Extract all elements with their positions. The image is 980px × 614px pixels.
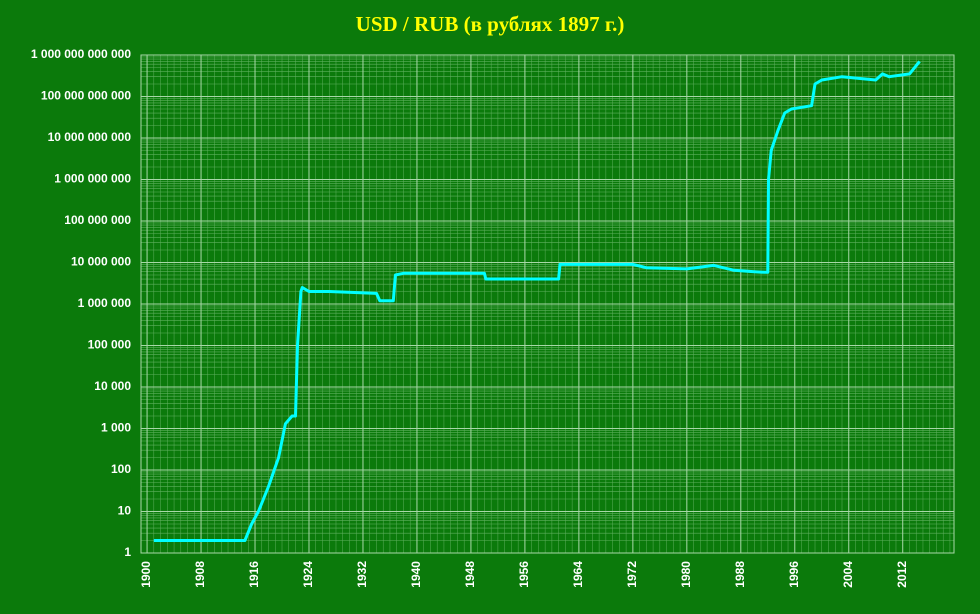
y-tick-label: 1 000 000 000 xyxy=(54,172,131,186)
x-tick-label: 1932 xyxy=(355,561,369,588)
data-line xyxy=(153,60,921,542)
y-tick-label: 100 xyxy=(111,462,131,476)
x-tick-label: 1900 xyxy=(139,561,153,588)
y-tick-label: 1 000 000 xyxy=(78,296,132,310)
y-tick-label: 1 xyxy=(124,545,131,559)
x-tick-label: 1980 xyxy=(679,561,693,588)
x-tick-label: 1940 xyxy=(409,561,423,588)
x-tick-label: 2012 xyxy=(895,561,909,588)
x-tick-label: 1916 xyxy=(247,561,261,588)
y-tick-label: 10 000 000 000 xyxy=(48,130,132,144)
chart-title: USD / RUB (в рублях 1897 г.) xyxy=(356,12,625,36)
x-tick-label: 1908 xyxy=(193,561,207,588)
x-tick-label: 1948 xyxy=(463,561,477,588)
x-tick-label: 1996 xyxy=(787,561,801,588)
y-tick-label: 10 xyxy=(118,504,132,518)
x-tick-label: 1924 xyxy=(301,561,315,588)
x-tick-label: 1956 xyxy=(517,561,531,588)
y-tick-label: 1 000 xyxy=(101,421,131,435)
x-tick-label: 1988 xyxy=(733,561,747,588)
y-tick-label: 10 000 xyxy=(94,379,131,393)
x-tick-label: 1964 xyxy=(571,561,585,588)
x-tick-label: 2004 xyxy=(841,561,855,588)
x-tick-label: 1972 xyxy=(625,561,639,588)
y-tick-label: 10 000 000 xyxy=(71,255,131,269)
y-tick-label: 100 000 000 xyxy=(64,213,131,227)
y-tick-label: 100 000 xyxy=(88,338,132,352)
y-tick-label: 1 000 000 000 000 xyxy=(31,47,131,61)
plot-border xyxy=(140,54,955,554)
y-tick-label: 100 000 000 000 xyxy=(41,89,131,103)
